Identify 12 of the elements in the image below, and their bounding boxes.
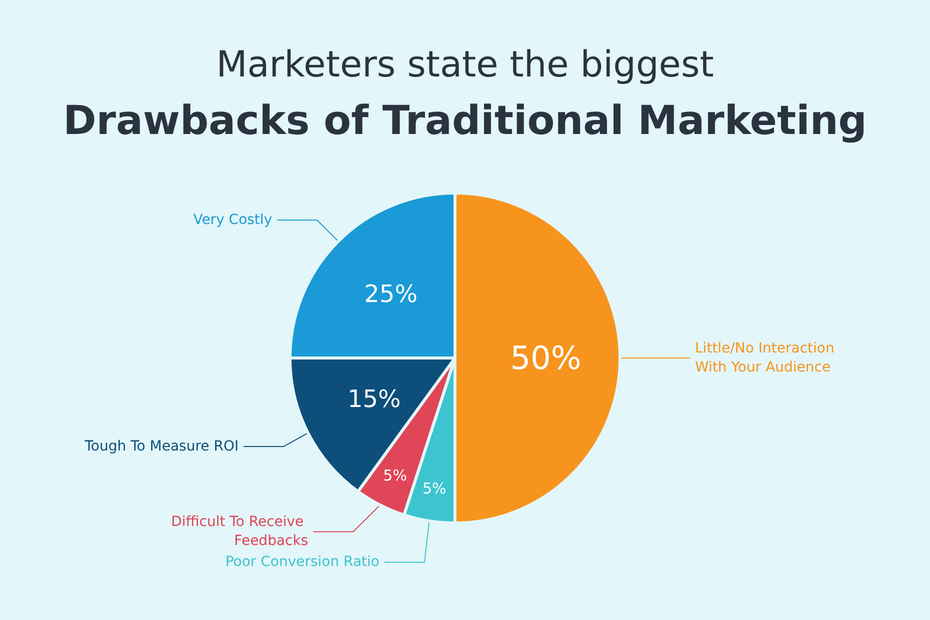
data-label: 15% (347, 385, 401, 414)
slice-label: Tough To Measure ROI (84, 438, 239, 455)
data-label: 50% (510, 339, 582, 377)
slice-label: Little/No Interaction With Your Audience (695, 340, 839, 376)
chart-title: Drawbacks of Traditional Marketing (63, 98, 867, 144)
chart-subtitle: Marketers state the biggest (216, 44, 714, 86)
data-label: 5% (422, 479, 446, 498)
data-label: 5% (383, 466, 407, 485)
slice-label: Poor Conversion Ratio (225, 554, 380, 570)
data-label: 25% (364, 280, 418, 308)
slice-label: Difficult To Receive Feedbacks (171, 514, 308, 550)
slice-label: Very Costly (193, 212, 272, 228)
